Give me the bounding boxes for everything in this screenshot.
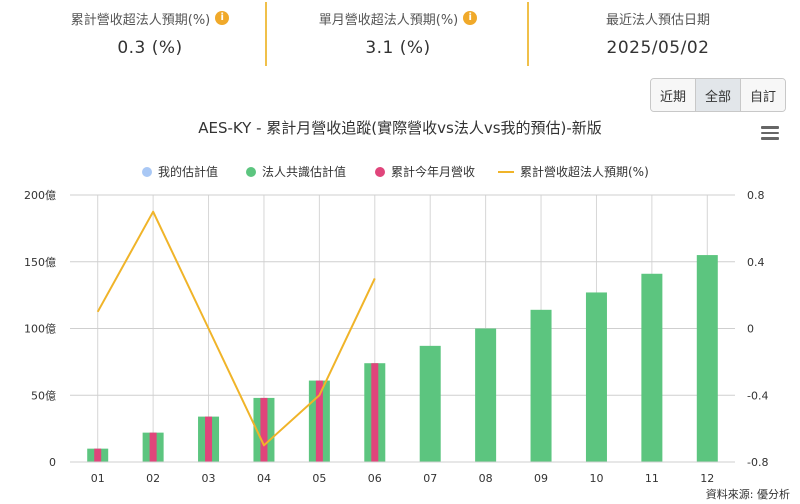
y-left-tick-label: 0 — [49, 456, 56, 469]
stat-latest-estimate-date: 最近法人預估日期 2025/05/02 — [538, 8, 778, 59]
x-tick-label: 02 — [146, 472, 160, 485]
legend-item-beat-line[interactable]: 累計營收超法人預期(%) — [498, 163, 649, 180]
bar-consensus — [641, 273, 663, 462]
chart-legend: 我的估計值 法人共識估計值 累計今年月營收 累計營收超法人預期(%) — [0, 163, 800, 181]
y-right-tick-label: -0.4 — [747, 389, 768, 402]
y-left-tick-label: 100億 — [24, 323, 56, 336]
range-selector: 近期 全部 自訂 — [650, 78, 787, 112]
x-tick-label: 07 — [423, 472, 437, 485]
x-tick-label: 10 — [589, 472, 603, 485]
x-tick-label: 05 — [312, 472, 326, 485]
bar-consensus — [585, 292, 607, 462]
x-tick-label: 09 — [534, 472, 548, 485]
stat-divider — [527, 2, 529, 66]
stats-bar: 累計營收超法人預期(%) i 0.3 (%) 單月營收超法人預期(%) i 3.… — [0, 0, 800, 70]
stat-label: 累計營收超法人預期(%) — [70, 12, 211, 28]
stat-value: 2025/05/02 — [606, 38, 710, 58]
y-right-tick-label: 0.8 — [747, 189, 765, 202]
x-tick-label: 06 — [368, 472, 382, 485]
x-tick-label: 03 — [202, 472, 216, 485]
stat-label: 最近法人預估日期 — [605, 12, 710, 28]
stat-divider — [265, 2, 267, 66]
line-beat-estimate — [96, 210, 376, 447]
stat-label: 單月營收超法人預期(%) — [318, 12, 459, 28]
bar-consensus — [419, 345, 441, 462]
legend-label: 累計營收超法人預期(%) — [520, 165, 649, 179]
y-left-tick-label: 200億 — [24, 189, 56, 202]
bar-cumulative — [315, 380, 323, 462]
y-left-tick-label: 150億 — [24, 256, 56, 269]
legend-marker — [498, 170, 514, 173]
bar-consensus — [530, 309, 552, 462]
range-button-recent[interactable]: 近期 — [651, 79, 697, 111]
chart-title: AES-KY - 累計月營收追蹤(實際營收vs法人vs我的預估)-新版 — [198, 119, 602, 137]
bar-cumulative — [260, 397, 268, 462]
range-button-custom[interactable]: 自訂 — [741, 79, 786, 111]
y-right-tick-label: 0 — [747, 323, 754, 336]
y-right-tick-label: -0.8 — [747, 456, 768, 469]
x-tick-label: 04 — [257, 472, 271, 485]
x-tick-label: 01 — [91, 472, 105, 485]
legend-marker — [142, 166, 152, 177]
x-tick-label: 11 — [645, 472, 659, 485]
stat-value: 3.1 (%) — [365, 38, 431, 58]
legend-marker — [375, 166, 385, 177]
legend-item-cumulative[interactable]: 累計今年月營收 — [375, 163, 475, 180]
legend-label: 法人共識估計值 — [262, 165, 347, 179]
range-button-all[interactable]: 全部 — [696, 79, 742, 111]
data-source-credit: 資料來源: 優分析 — [705, 488, 790, 501]
info-icon[interactable]: i — [215, 11, 230, 25]
stat-monthly-beat: 單月營收超法人預期(%) i 3.1 (%) — [278, 8, 518, 58]
y-right-tick-label: 0.4 — [747, 256, 765, 269]
legend-marker — [246, 166, 256, 177]
bar-cumulative — [205, 416, 213, 462]
bar-cumulative — [149, 432, 157, 462]
bar-cumulative — [94, 448, 102, 462]
legend-label: 累計今年月營收 — [391, 165, 476, 179]
x-tick-label: 08 — [479, 472, 493, 485]
stat-cumulative-beat: 累計營收超法人預期(%) i 0.3 (%) — [30, 8, 270, 58]
legend-item-consensus[interactable]: 法人共識估計值 — [246, 163, 346, 180]
legend-label: 我的估計值 — [158, 165, 219, 179]
stat-value: 0.3 (%) — [117, 38, 183, 58]
hamburger-menu-icon[interactable] — [761, 126, 779, 140]
bar-consensus — [696, 255, 718, 462]
bar-cumulative — [371, 363, 379, 462]
bar-consensus — [475, 328, 497, 462]
y-left-tick-label: 50億 — [31, 389, 56, 402]
legend-item-my-estimate[interactable]: 我的估計值 — [142, 163, 218, 180]
x-tick-label: 12 — [700, 472, 714, 485]
info-icon[interactable]: i — [463, 11, 478, 25]
